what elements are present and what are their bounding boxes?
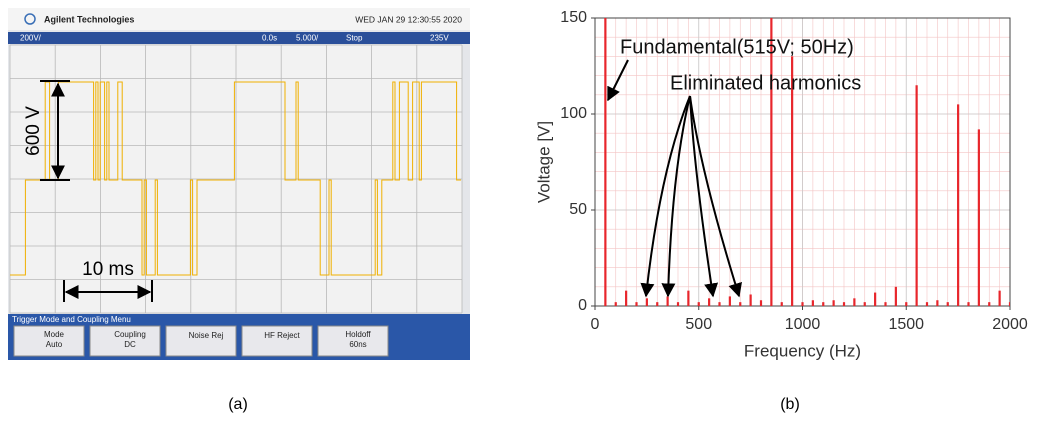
- caption: (b): [780, 396, 800, 413]
- figure: Agilent Technologies WED JAN 29 12:30:55…: [0, 0, 1044, 426]
- y-tick-label: 150: [560, 9, 587, 26]
- status: 5.000/: [296, 34, 319, 43]
- menu-button-label: HF Reject: [264, 331, 300, 340]
- status: Stop: [346, 34, 363, 43]
- page: {"panel_a": { "brand": "Agilent Technolo…: [0, 0, 1044, 426]
- menu-button-label: 60ns: [349, 340, 366, 349]
- menu-button-label: Auto: [46, 340, 63, 349]
- menu-button-label: Mode: [44, 330, 65, 339]
- scope: Agilent Technologies WED JAN 29 12:30:55…: [8, 8, 470, 360]
- status: 0.0s: [262, 34, 277, 43]
- y-tick-label: 50: [569, 201, 587, 218]
- annotation: Fundamental(515V; 50Hz): [620, 36, 854, 58]
- annotation: Eliminated harmonics: [670, 72, 861, 94]
- brand: Agilent Technologies: [44, 14, 134, 24]
- y-tick-label: 0: [578, 297, 587, 314]
- y-tick-label: 100: [560, 105, 587, 122]
- x-tick-label: 500: [685, 316, 712, 333]
- x-tick-label: 1500: [888, 316, 924, 333]
- menu-button-label: Noise Rej: [189, 331, 224, 340]
- menu-button-label: DC: [124, 340, 136, 349]
- menu-title: Trigger Mode and Coupling Menu: [12, 315, 131, 324]
- status: 235V: [430, 34, 449, 43]
- menu-button-label: Coupling: [114, 330, 146, 339]
- x-tick-label: 1000: [785, 316, 821, 333]
- x-tick-label: 2000: [992, 316, 1028, 333]
- x-axis-label: Frequency (Hz): [744, 341, 861, 360]
- status-bar: [8, 32, 470, 44]
- menu-button-label: Holdoff: [345, 330, 371, 339]
- x-tick-label: 0: [591, 316, 600, 333]
- y-axis-label: Voltage [V]: [534, 121, 553, 203]
- caption: (a): [228, 396, 248, 413]
- time-marker: 10 ms: [82, 259, 134, 280]
- timestamp: WED JAN 29 12:30:55 2020: [355, 14, 462, 24]
- voltage-marker: 600 V: [23, 106, 44, 156]
- status: 200V/: [20, 34, 42, 43]
